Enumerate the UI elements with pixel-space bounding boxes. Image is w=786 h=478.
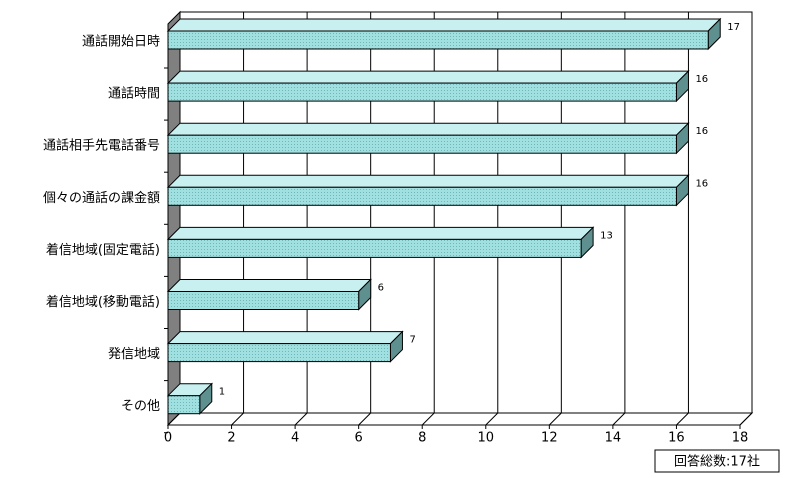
x-tick-label: 14 <box>605 431 622 446</box>
y-tick-label: 着信地域(固定電話) <box>46 242 160 258</box>
value-label: 16 <box>695 178 708 189</box>
value-label: 6 <box>378 283 384 294</box>
bar <box>167 134 677 154</box>
x-tick-label: 10 <box>478 431 495 446</box>
floor-line <box>676 412 689 426</box>
annotation: 回答総数:17社 <box>674 454 760 470</box>
y-tick-label: 通話開始日時 <box>82 34 160 50</box>
bar <box>167 343 391 363</box>
bar-top <box>166 331 404 345</box>
floor-line <box>231 412 244 426</box>
x-tick-label: 4 <box>291 431 299 446</box>
floor-line <box>485 412 499 426</box>
annotation-box <box>654 449 780 473</box>
y-tick-label: 個々の通話の課金額 <box>43 190 160 206</box>
bar-top <box>166 122 690 136</box>
bar <box>167 291 360 310</box>
y-tick-label: その他 <box>121 399 160 414</box>
bar-top <box>166 279 372 292</box>
value-label: 13 <box>600 230 613 241</box>
value-label: 7 <box>409 335 415 346</box>
floor-line <box>548 412 562 426</box>
x-tick-label: 12 <box>541 431 558 446</box>
y-tick-label: 発信地域 <box>108 347 160 362</box>
value-label: 17 <box>727 22 740 33</box>
x-tick-label: 2 <box>227 431 235 446</box>
floor-line <box>167 412 181 426</box>
y-tick-label: 着信地域(移動電話) <box>46 294 160 310</box>
floor-line <box>358 412 372 426</box>
bar-top <box>166 226 595 240</box>
value-label: 16 <box>695 126 708 137</box>
x-tick-label: 18 <box>732 431 749 446</box>
floor-line <box>294 412 308 426</box>
bar <box>167 82 677 102</box>
x-tick-label: 8 <box>418 431 426 446</box>
x-tick-label: 0 <box>164 431 172 446</box>
bar <box>167 395 201 415</box>
y-tick-label: 通話相手先電話番号 <box>43 138 160 154</box>
value-label: 16 <box>695 74 708 85</box>
bar <box>167 186 677 206</box>
floor-line <box>739 412 753 426</box>
floor-line <box>612 412 626 426</box>
bar-top <box>166 18 722 32</box>
floor <box>166 412 754 426</box>
x-tick-label: 16 <box>668 431 685 446</box>
value-label: 1 <box>219 387 225 398</box>
bar <box>167 238 582 258</box>
bar-top <box>166 70 690 84</box>
bar <box>167 30 709 50</box>
x-tick-label: 6 <box>355 431 363 446</box>
y-tick-label: 通話時間 <box>108 86 160 102</box>
bar-top <box>166 174 690 188</box>
floor-line <box>421 412 435 426</box>
